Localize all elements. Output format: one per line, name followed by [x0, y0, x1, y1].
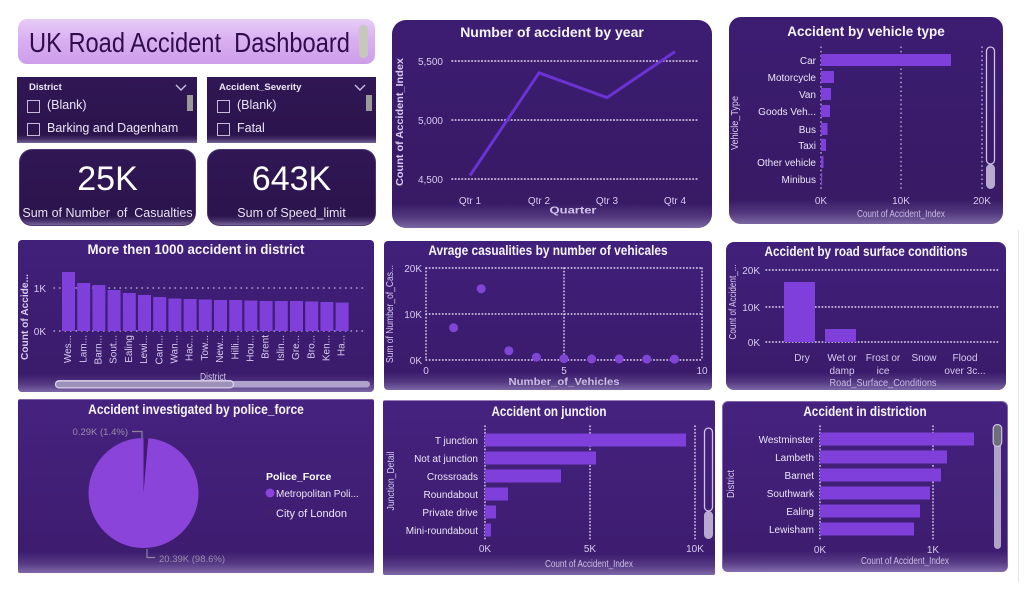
- svg-text:5K: 5K: [584, 544, 597, 555]
- svg-text:Hac...: Hac...: [185, 335, 196, 361]
- svg-text:Lewisham: Lewisham: [769, 525, 814, 536]
- svg-text:Bro...: Bro...: [306, 335, 317, 359]
- svg-text:Barnet: Barnet: [785, 471, 815, 482]
- svg-text:Qtr 1: Qtr 1: [459, 196, 482, 207]
- svg-text:Dry: Dry: [794, 353, 810, 364]
- svg-text:Count of Accident_Index: Count of Accident_Index: [395, 58, 406, 186]
- svg-text:Lewi...: Lewi...: [139, 335, 150, 364]
- svg-text:City of London: City of London: [276, 508, 347, 520]
- svg-text:20K: 20K: [742, 266, 760, 277]
- svg-text:5,500: 5,500: [418, 57, 443, 68]
- svg-text:Qtr 2: Qtr 2: [528, 196, 551, 207]
- svg-text:10K: 10K: [404, 310, 422, 321]
- svg-text:10: 10: [696, 366, 708, 377]
- svg-text:1K: 1K: [34, 284, 47, 295]
- svg-text:0K: 0K: [815, 196, 828, 207]
- svg-text:New...: New...: [215, 335, 226, 363]
- svg-text:20K: 20K: [404, 264, 422, 275]
- svg-text:Mini-roundabout: Mini-roundabout: [406, 526, 478, 537]
- svg-text:Quarter: Quarter: [550, 206, 597, 217]
- svg-text:Ken...: Ken...: [322, 335, 333, 361]
- svg-text:Crossroads: Crossroads: [427, 472, 478, 483]
- svg-text:Van: Van: [799, 90, 816, 101]
- svg-text:Ealing: Ealing: [786, 507, 814, 518]
- svg-text:Goods Veh...: Goods Veh...: [758, 107, 816, 118]
- svg-text:ice: ice: [877, 366, 890, 377]
- svg-text:Frost or: Frost or: [866, 353, 901, 364]
- svg-text:Bus: Bus: [799, 125, 816, 136]
- svg-text:10K: 10K: [686, 544, 704, 555]
- svg-text:Count of Accide...: Count of Accide...: [20, 274, 31, 360]
- svg-text:10K: 10K: [892, 196, 910, 207]
- svg-text:Gre...: Gre...: [291, 335, 302, 360]
- svg-text:0K: 0K: [748, 338, 761, 349]
- svg-text:0K: 0K: [34, 327, 47, 338]
- svg-text:Flood: Flood: [952, 353, 977, 364]
- svg-text:Count of Accident_Index: Count of Accident_Index: [545, 559, 633, 570]
- svg-text:Police_Force: Police_Force: [266, 471, 332, 483]
- svg-text:Number_of_Vehicles: Number_of_Vehicles: [509, 377, 620, 388]
- svg-text:5,000: 5,000: [418, 116, 443, 127]
- svg-text:Snow: Snow: [911, 353, 937, 364]
- svg-text:Taxi: Taxi: [798, 141, 816, 152]
- svg-text:Minibus: Minibus: [782, 175, 816, 186]
- svg-text:T junction: T junction: [435, 436, 478, 447]
- svg-text:Ha...: Ha...: [337, 335, 348, 356]
- svg-text:Private drive: Private drive: [422, 508, 478, 519]
- svg-text:Motorcycle: Motorcycle: [768, 73, 817, 84]
- svg-text:10K: 10K: [742, 303, 760, 314]
- svg-text:Hou...: Hou...: [246, 335, 257, 362]
- svg-text:Wet or: Wet or: [827, 353, 857, 364]
- svg-text:Car: Car: [800, 56, 817, 67]
- svg-text:Sout...: Sout...: [109, 335, 120, 364]
- svg-text:0K: 0K: [814, 545, 827, 556]
- svg-text:Westminster: Westminster: [759, 435, 815, 446]
- svg-text:Qtr 3: Qtr 3: [596, 196, 619, 207]
- svg-text:Qtr 4: Qtr 4: [664, 196, 687, 207]
- svg-text:Barn...: Barn...: [94, 335, 105, 364]
- svg-text:damp: damp: [829, 366, 854, 377]
- svg-text:20.39K (98.6%): 20.39K (98.6%): [159, 554, 225, 565]
- svg-text:Wes...: Wes...: [63, 335, 74, 363]
- svg-text:Islin...: Islin...: [276, 335, 287, 361]
- svg-text:Ealing: Ealing: [124, 335, 135, 363]
- svg-text:Roundabout: Roundabout: [424, 490, 479, 501]
- svg-text:0.29K (1.4%): 0.29K (1.4%): [73, 427, 128, 438]
- svg-text:Lambeth: Lambeth: [775, 453, 814, 464]
- svg-text:Brent: Brent: [261, 335, 272, 359]
- svg-text:Other vehicle: Other vehicle: [757, 158, 816, 169]
- svg-text:Southwark: Southwark: [767, 489, 815, 500]
- svg-text:1K: 1K: [927, 545, 940, 556]
- svg-text:Count of Accident_Index: Count of Accident_Index: [857, 209, 945, 220]
- svg-text:over 3c...: over 3c...: [944, 366, 985, 377]
- svg-text:Metropolitan Poli...: Metropolitan Poli...: [276, 489, 359, 500]
- svg-text:Road_Surface_Conditions: Road_Surface_Conditions: [830, 378, 937, 389]
- svg-text:5: 5: [561, 366, 567, 377]
- svg-text:20K: 20K: [973, 196, 991, 207]
- svg-text:Sum of Number_of_Cas...: Sum of Number_of_Cas...: [385, 265, 396, 363]
- svg-text:District: District: [200, 372, 226, 383]
- svg-text:0: 0: [423, 366, 429, 377]
- svg-text:Hilli...: Hilli...: [230, 335, 241, 359]
- svg-text:Wan...: Wan...: [170, 335, 181, 364]
- svg-text:Junction_Detail: Junction_Detail: [386, 452, 397, 511]
- svg-text:Vehicle_Type: Vehicle_Type: [730, 96, 741, 150]
- svg-text:0K: 0K: [410, 356, 423, 367]
- svg-text:Count of Accident_...: Count of Accident_...: [728, 265, 739, 340]
- svg-text:Cam...: Cam...: [154, 335, 165, 364]
- svg-text:District: District: [726, 470, 737, 498]
- svg-text:Tow...: Tow...: [200, 335, 211, 361]
- svg-text:0K: 0K: [479, 544, 492, 555]
- svg-text:Not at junction: Not at junction: [414, 454, 478, 465]
- svg-text:Lam...: Lam...: [78, 335, 89, 363]
- svg-text:4,500: 4,500: [418, 175, 443, 186]
- svg-text:Count of Accident_Index: Count of Accident_Index: [861, 556, 949, 567]
